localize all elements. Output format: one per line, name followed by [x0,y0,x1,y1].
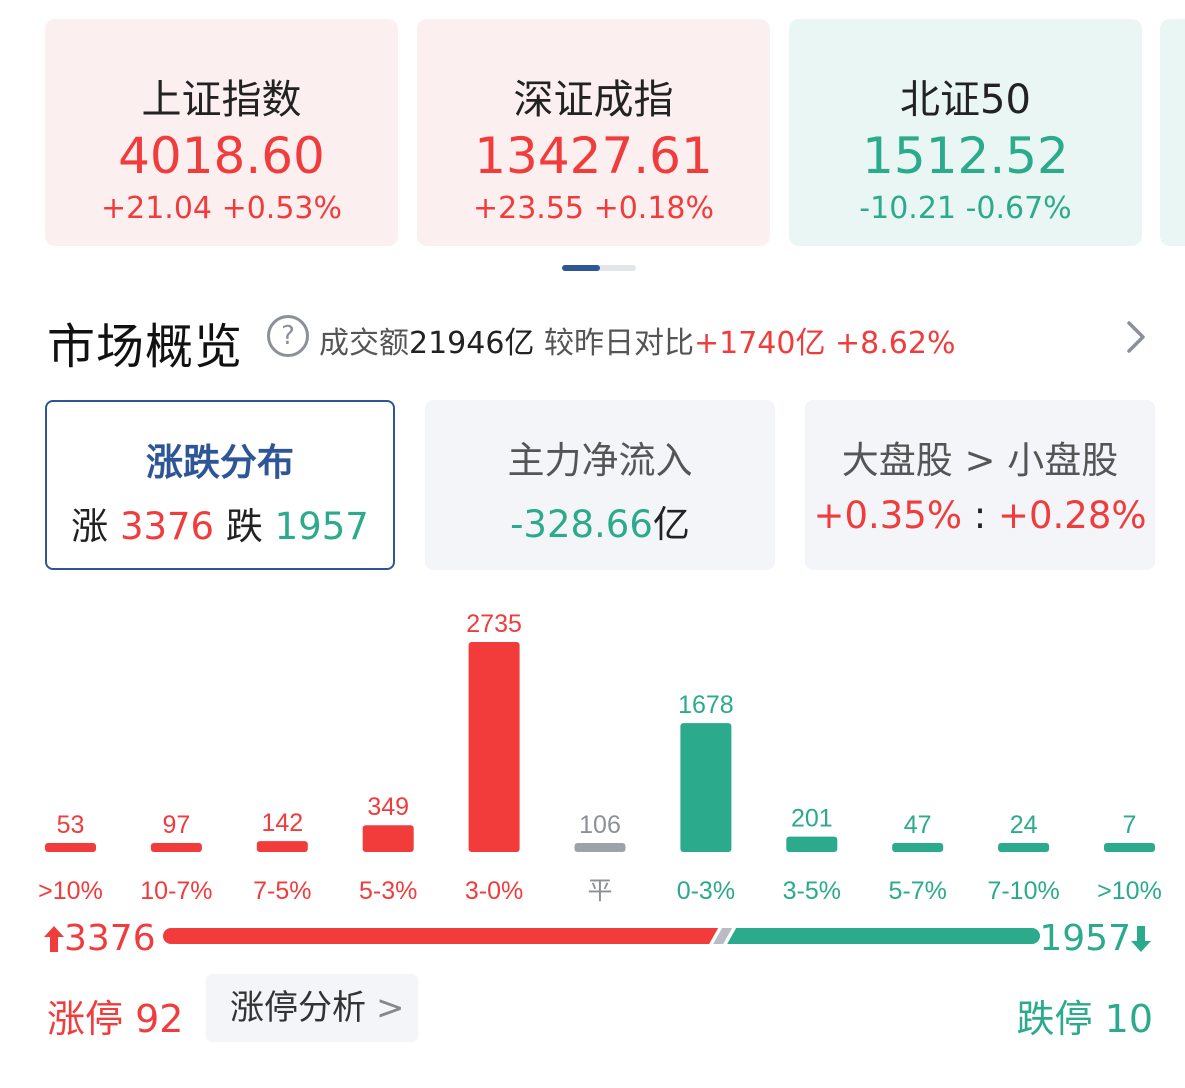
chart-category-label: >10% [38,877,103,905]
chart-data-label: 142 [261,809,303,837]
compare-pct: +8.62% [835,326,956,361]
distribution-chart: 53 >10% 97 10-7% 142 7-5% 349 5-3% 2735 3-0% 106 平 1… [38,610,1162,905]
chevron-right-icon[interactable] [1122,320,1150,354]
limit-up-analysis-button[interactable]: 涨停分析 > [206,974,418,1042]
chart-bar [362,825,414,852]
chart-bar [256,841,308,852]
section-title: 市场概览 [47,319,244,375]
chart-category-label: 7-5% [253,877,311,905]
chart-data-label: 349 [367,793,409,821]
tab-value: -328.66亿 [510,503,690,546]
chart-data-label: 7 [1123,811,1137,839]
tab-title: 大盘股 > 小盘股 [841,439,1119,482]
chart-data-label: 97 [162,811,190,839]
chart-bar [150,843,202,852]
up-total: 3376 [44,918,156,959]
chart-data-label: 47 [904,811,932,839]
tab-value: 涨 3376 跌 1957 [71,505,369,548]
index-card-next-peek[interactable] [1160,19,1185,246]
tab-distribution[interactable]: 涨跌分布 涨 3376 跌 1957 [45,400,395,570]
index-change: +23.55 +0.18% [472,191,715,226]
chart-bar [468,642,520,852]
arrow-up-icon [44,926,64,952]
chart-bar [680,723,732,852]
chart-data-label: 24 [1010,811,1038,839]
index-value: 13427.61 [474,127,713,185]
carousel-indicator [562,265,636,271]
tab-title: 主力净流入 [507,439,693,482]
index-name: 北证50 [900,77,1031,123]
tab-value: +0.35% : +0.28% [813,494,1147,537]
turnover-label: 成交额 [319,326,409,361]
up-down-ratio-bar [163,928,1040,944]
index-card-bj50[interactable]: 北证50 1512.52 -10.21 -0.67% [789,19,1142,246]
chart-category-label: >10% [1097,877,1162,905]
index-change: +21.04 +0.53% [100,191,343,226]
chart-category-label: 3-5% [783,877,841,905]
ratio-bar-up [163,928,719,944]
chart-category-label: 7-10% [987,877,1059,905]
chart-data-label: 2735 [466,610,522,638]
arrow-down-icon [1131,926,1151,952]
chart-category-label: 平 [587,877,612,905]
compare-label: 较昨日对比 [543,326,694,361]
help-icon[interactable]: ? [267,315,309,357]
limit-down-count: 跌停 10 [1016,997,1153,1041]
index-name: 上证指数 [141,77,302,123]
index-change: -10.21 -0.67% [859,191,1072,226]
turnover-value: 21946亿 [409,326,535,361]
index-card-sh[interactable]: 上证指数 4018.60 +21.04 +0.53% [45,19,398,246]
chart-data-label: 201 [791,805,833,833]
turnover-summary: 成交额21946亿 较昨日对比+1740亿 +8.62% [319,318,955,362]
chart-bar [786,836,838,852]
index-card-sz[interactable]: 深证成指 13427.61 +23.55 +0.18% [417,19,770,246]
tab-title: 涨跌分布 [146,441,294,484]
chart-category-label: 10-7% [140,877,212,905]
chart-data-label: 106 [579,811,621,839]
index-name: 深证成指 [513,77,674,123]
chart-bar [1104,843,1155,852]
ratio-bar-down [727,928,1040,944]
chart-bar [574,843,626,852]
ratio-bar-flat [713,928,733,944]
chart-data-label: 1678 [678,691,734,719]
limit-up-count: 涨停 92 [47,997,184,1041]
chart-category-label: 3-0% [465,877,523,905]
chevron-right-icon: > [376,988,405,1028]
tab-main-flow[interactable]: 主力净流入 -328.66亿 [425,400,775,570]
chart-bar [45,843,96,852]
chart-data-label: 53 [57,811,85,839]
tab-caps[interactable]: 大盘股 > 小盘股 +0.35% : +0.28% [805,400,1155,570]
down-total: 1957 [1039,918,1151,959]
index-value: 1512.52 [862,127,1069,185]
chart-category-label: 0-3% [677,877,735,905]
chart-bar [892,843,944,852]
index-value: 4018.60 [118,127,325,185]
chart-category-label: 5-7% [889,877,947,905]
chart-bar [998,843,1050,852]
chart-category-label: 5-3% [359,877,417,905]
compare-value: +1740亿 [693,326,826,361]
carousel-indicator-active [562,265,600,271]
